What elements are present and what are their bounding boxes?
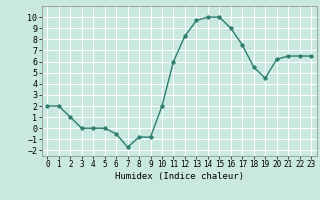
X-axis label: Humidex (Indice chaleur): Humidex (Indice chaleur): [115, 172, 244, 181]
